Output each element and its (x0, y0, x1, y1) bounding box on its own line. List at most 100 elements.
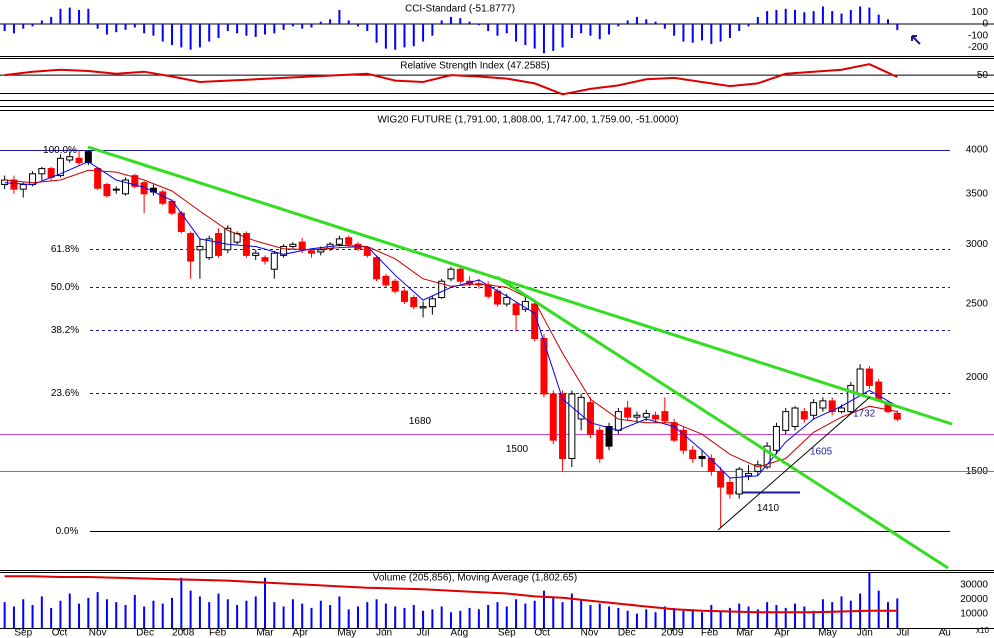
candle-body (893, 412, 901, 420)
bar (812, 11, 815, 24)
y-tick-label: 20000 (960, 594, 988, 605)
bar (449, 612, 452, 628)
bar (115, 23, 118, 33)
bar (115, 602, 118, 628)
y-tick-label: 10000 (960, 608, 988, 619)
bar (412, 23, 415, 47)
candle-body (456, 268, 464, 282)
x-tick-label: Dec (618, 628, 636, 638)
bar (459, 610, 462, 628)
bar (877, 14, 880, 24)
bar (794, 9, 797, 24)
bar (459, 18, 462, 24)
bar (468, 21, 471, 24)
y-tick-label: 30000 (960, 580, 988, 591)
bar (431, 609, 434, 628)
bar (431, 23, 434, 36)
bar (487, 605, 490, 628)
bar (403, 607, 406, 628)
bar (654, 612, 657, 628)
bar (849, 9, 852, 24)
candle-body (568, 393, 576, 460)
y-tick-label: 50 (977, 70, 989, 81)
y-tick-label: -200 (968, 42, 988, 53)
y-tick-label: -100 (968, 30, 988, 41)
bar (143, 606, 146, 628)
bar (133, 23, 136, 28)
bar (775, 605, 778, 628)
candle-body (586, 402, 594, 435)
bar (766, 602, 769, 628)
bar (403, 23, 406, 48)
bar (384, 603, 387, 628)
x-tick-label: 2008 (172, 628, 195, 638)
bar (282, 23, 285, 30)
candle-body (810, 402, 818, 416)
bar (440, 606, 443, 628)
bar (691, 609, 694, 628)
candle-body (94, 168, 102, 189)
bar (673, 607, 676, 628)
bar (831, 602, 834, 628)
bar (524, 23, 527, 46)
bar (840, 13, 843, 24)
bar (152, 23, 155, 36)
candle-body (438, 280, 446, 299)
bar (654, 21, 657, 24)
bar (366, 602, 369, 628)
candle-body (382, 275, 390, 286)
candle-body (280, 245, 288, 256)
x-tick-label: Sep (14, 628, 32, 638)
bar (22, 599, 25, 628)
x-tick-label: Oct (52, 628, 68, 638)
candle-body (196, 245, 204, 251)
price-title: WIG20 FUTURE (1,791.00, 1,808.00, 1,747.… (377, 115, 678, 126)
bar (338, 9, 341, 24)
bar (356, 23, 359, 27)
candle-body (707, 458, 715, 472)
x-tick-label: Sep (498, 628, 516, 638)
x-tick-label: Mar (256, 628, 274, 638)
candle-body (819, 400, 827, 409)
candle-body (800, 411, 808, 420)
bar (319, 600, 322, 628)
bar (886, 19, 889, 24)
y-tick-label: 2000 (966, 372, 989, 383)
candle-body (187, 233, 195, 262)
bar (78, 603, 81, 628)
bar (831, 11, 834, 24)
annotation: 1605 (810, 447, 833, 458)
x-tick-label: Jul (896, 628, 909, 638)
bar (626, 20, 629, 24)
candle-body (698, 455, 706, 460)
candle-body (84, 151, 92, 164)
candle-body (549, 393, 557, 441)
x-tick-label: Jun (857, 628, 873, 638)
bar (384, 23, 387, 49)
candle-body (745, 473, 753, 477)
bar (719, 610, 722, 628)
panel-frames (0, 56, 994, 629)
bar (738, 23, 741, 32)
bar (59, 600, 62, 628)
level-label: 50.0% (51, 282, 79, 293)
bar (617, 607, 620, 628)
candle-body (112, 188, 120, 191)
candle-body (493, 290, 501, 305)
rsi-title: Relative Strength Index (47.2585) (400, 61, 550, 72)
bar (329, 19, 332, 24)
bar (868, 7, 871, 24)
candle-body (828, 400, 836, 413)
level-label: 38.2% (51, 325, 79, 336)
bar (40, 20, 43, 24)
bar (673, 23, 676, 36)
bar (273, 602, 276, 628)
bar (226, 23, 229, 32)
bar (245, 600, 248, 628)
bar (347, 609, 350, 628)
bar (663, 23, 666, 29)
candle-body (624, 407, 632, 418)
rsi-line (4, 63, 898, 96)
level-label: 1680 (409, 416, 432, 427)
y-tick-label: 100 (971, 7, 988, 18)
